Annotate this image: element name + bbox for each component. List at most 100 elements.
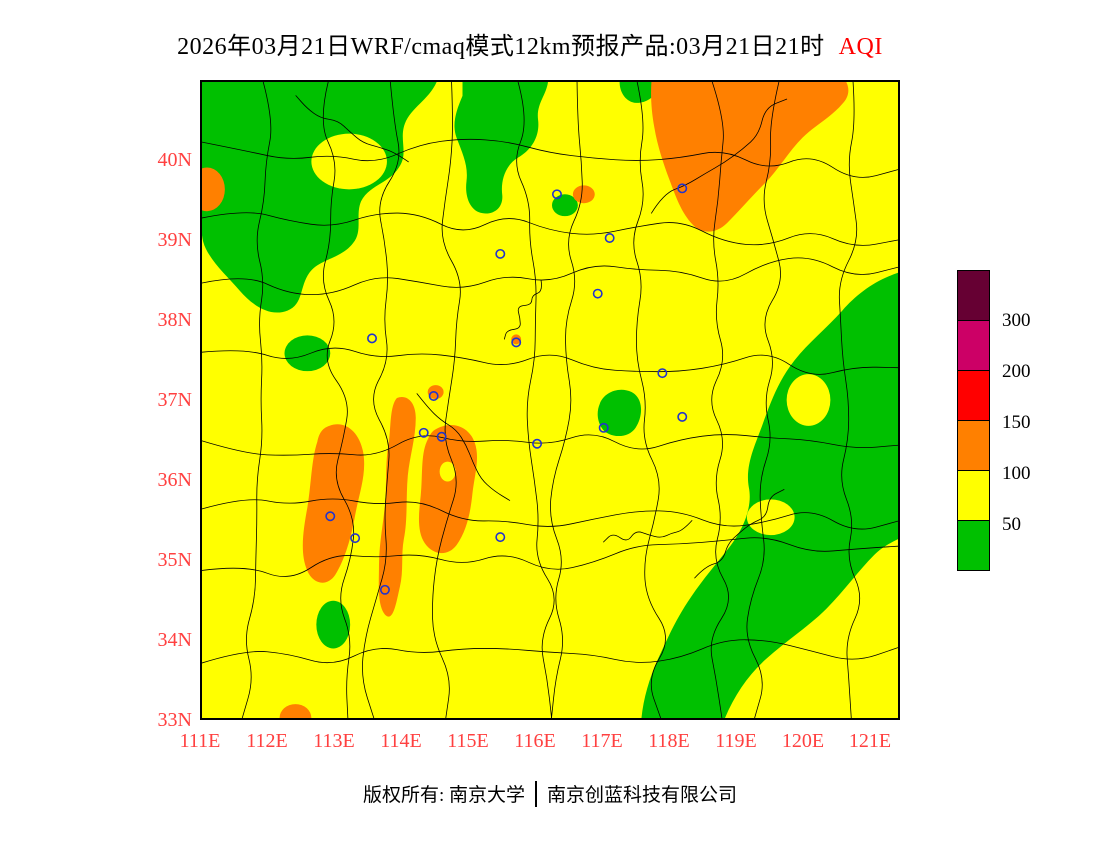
orange-region [302,424,365,583]
city-marker [598,422,609,433]
orange-region [511,334,522,345]
city-marker [511,337,522,348]
admin-boundary [202,498,898,530]
admin-boundary [202,138,898,178]
admin-boundary [362,82,400,718]
green-region [597,389,642,437]
admin-boundary [516,82,555,718]
city-marker [495,532,506,543]
admin-boundary [295,95,409,163]
yellow-patch [786,374,831,426]
divider-bar [535,780,537,807]
legend-color-maroon [957,270,990,321]
lon-label-117E: 117E [581,730,623,752]
lon-label-112E: 112E [246,730,288,752]
lat-label-39N: 39N [157,229,192,251]
admin-boundary [202,257,898,296]
green-region [316,600,351,649]
city-marker [677,183,688,194]
green-region [641,272,898,718]
city-marker [325,511,336,522]
admin-boundary [694,489,785,579]
title-text: 2026年03月21日WRF/cmaq模式12km预报产品:03月21日21时 [177,34,825,60]
city-marker [495,248,506,259]
green-region [284,335,331,372]
title-variable: AQI [838,34,883,60]
green-region [454,82,549,214]
orange-region [651,82,849,232]
lon-label-115E: 115E [447,730,489,752]
legend-color-yellow [957,470,990,521]
city-marker [532,438,543,449]
city-marker [436,431,447,442]
city-marker [367,333,377,344]
lat-label-33N: 33N [157,709,192,731]
city-marker [428,391,439,401]
copyright-footer: 版权所有: 南京大学 南京创蓝科技有限公司 [0,780,1100,807]
lat-label-35N: 35N [157,549,192,571]
lon-label-118E: 118E [648,730,690,752]
page-title: 2026年03月21日WRF/cmaq模式12km预报产品:03月21日21时 A… [30,26,1030,61]
lon-label-113E: 113E [313,730,355,752]
legend-tick-150: 150 [1002,412,1031,433]
yellow-patch [439,461,456,482]
lon-label-116E: 116E [514,730,556,752]
green-regions [202,82,898,718]
city-marker [604,233,615,243]
legend-tick-100: 100 [1002,463,1031,484]
lat-label-36N: 36N [157,469,192,491]
admin-boundary [432,82,461,718]
city-marker [379,584,390,595]
admin-boundary [651,98,788,214]
admin-boundary [838,82,861,718]
admin-boundary [746,82,781,718]
admin-boundary-lines [202,82,898,718]
city-markers [325,183,688,595]
lat-label-38N: 38N [157,309,192,331]
admin-boundary [202,434,898,456]
legend-colorbar [957,270,990,571]
legend-tick-50: 50 [1002,514,1021,535]
lon-label-120E: 120E [781,730,825,752]
orange-region [378,396,416,617]
yellow-patch [311,133,387,190]
orange-region [202,167,225,212]
admin-boundary [710,82,729,718]
admin-boundary [503,279,542,340]
green-region [202,82,437,313]
lon-label-114E: 114E [380,730,422,752]
yellow-patch [746,499,795,536]
lon-label-111E: 111E [179,730,221,752]
legend-color-red [957,370,990,421]
admin-boundary [416,393,511,501]
admin-boundary [241,82,272,718]
admin-boundary [202,537,898,577]
green-region [551,194,578,217]
legend-tick-300: 300 [1002,310,1031,331]
lat-label-40N: 40N [157,149,192,171]
admin-boundary [322,82,355,718]
lat-label-37N: 37N [157,389,192,411]
lat-label-34N: 34N [157,629,192,651]
city-marker [551,189,562,200]
copyright-left: 版权所有: 南京大学 [362,785,525,806]
lon-label-121E: 121E [848,730,892,752]
legend-tick-200: 200 [1002,361,1031,382]
city-marker [592,288,603,299]
admin-boundary [603,520,693,543]
city-marker [677,411,688,422]
admin-boundary [550,82,583,718]
legend-color-orange [957,420,990,471]
orange-region [572,185,595,204]
orange-region [418,424,478,554]
legend-color-green [957,520,990,571]
admin-boundary [202,639,898,664]
city-marker [418,427,429,438]
orange-regions [202,82,849,718]
city-marker [350,533,361,544]
map-frame [200,80,900,720]
lon-label-119E: 119E [715,730,757,752]
admin-boundary [202,212,898,246]
orange-region [279,704,312,718]
admin-boundary [202,347,898,375]
